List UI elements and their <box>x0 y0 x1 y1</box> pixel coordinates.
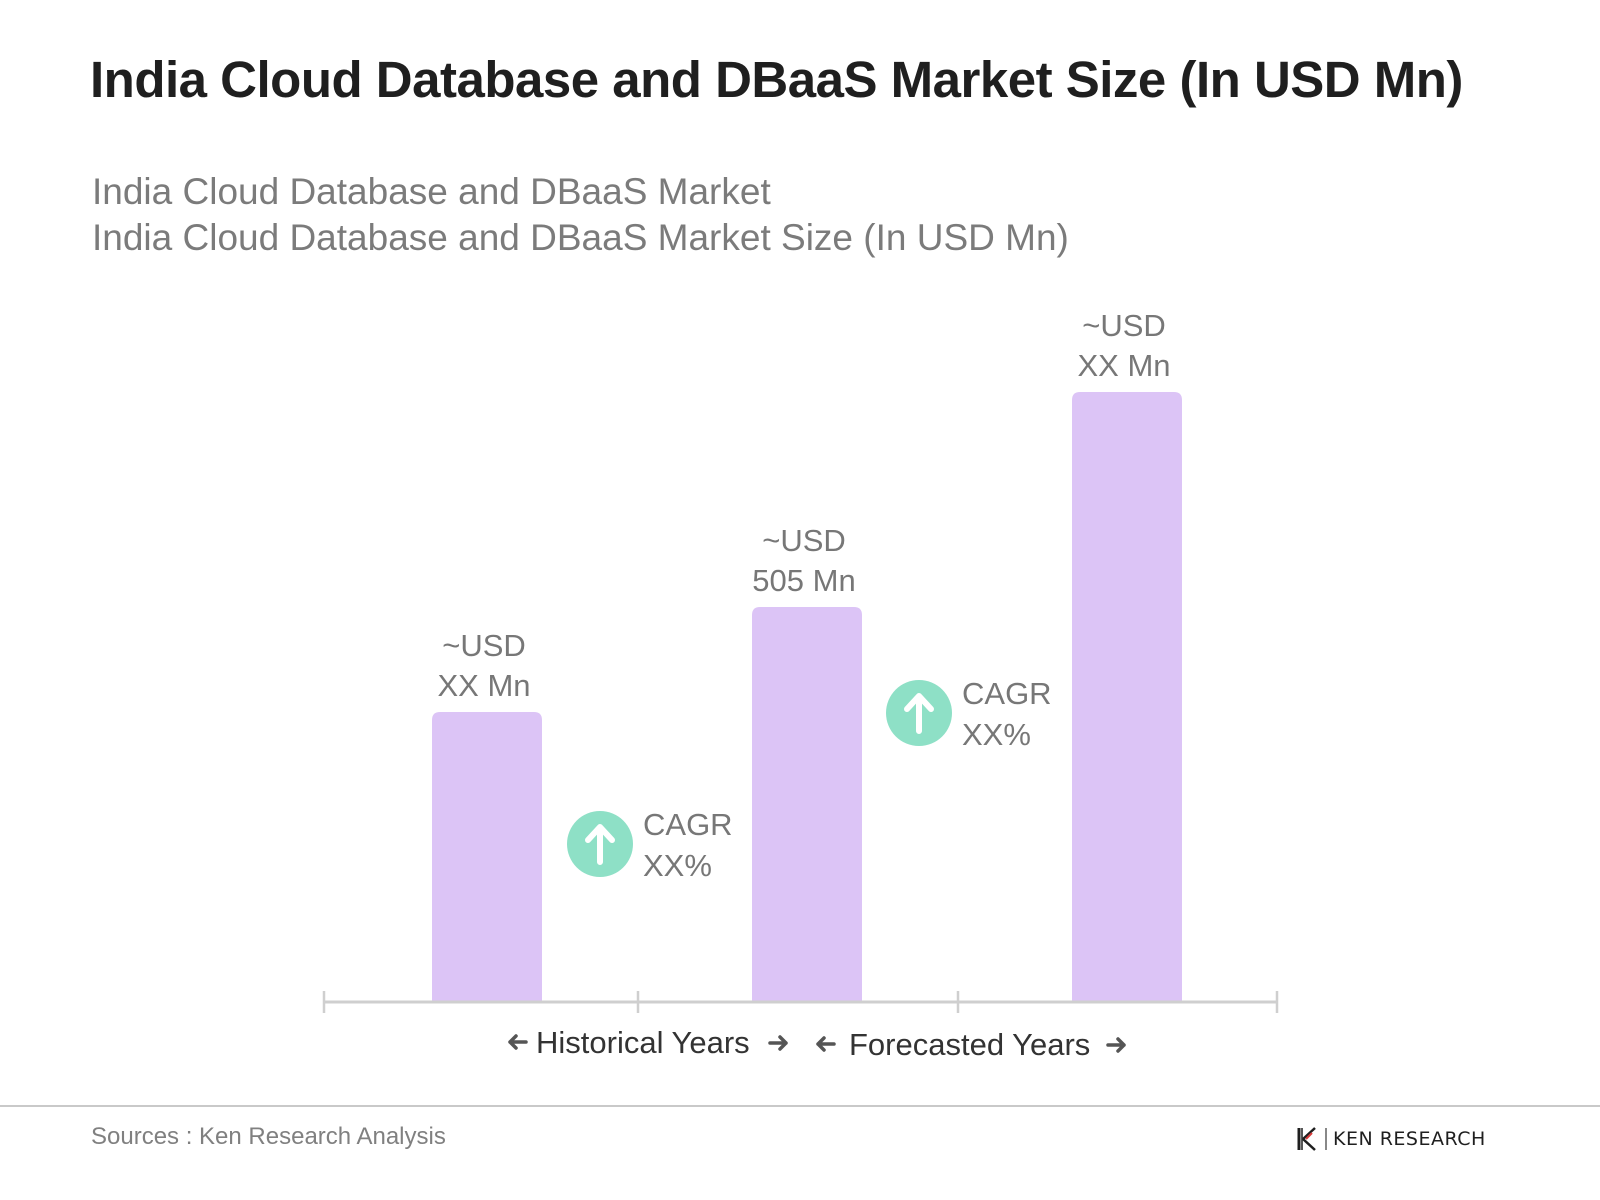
cagr-1-up-arrow-icon <box>585 824 615 865</box>
bar-1-label-line-1: ~USD <box>442 628 526 663</box>
footer-divider <box>0 1105 1600 1107</box>
cagr-2-up-arrow-icon <box>904 693 934 734</box>
bar-2-label-line-2: 505 Mn <box>752 563 855 598</box>
historical-years-label: Historical Years <box>536 1025 750 1060</box>
cagr-1-label: CAGR <box>643 807 733 842</box>
forecasted-right-arrow-icon <box>1106 1037 1126 1053</box>
bar-chart: ~USD XX Mn ~USD 505 Mn ~USD XX Mn CAGR XX% CAGR X… <box>322 308 1279 1062</box>
ken-research-logo-icon <box>1297 1127 1316 1151</box>
forecasted-years-label: Forecasted Years <box>849 1027 1090 1062</box>
cagr-1-value: XX% <box>643 848 712 883</box>
bar-2 <box>752 607 862 1002</box>
bar-3 <box>1072 392 1182 1002</box>
brand-separator <box>1325 1128 1327 1150</box>
bar-1-label-line-2: XX Mn <box>437 668 530 703</box>
chart-subtitle-line-1: India Cloud Database and DBaaS Market <box>92 171 771 212</box>
chart-subtitle-line-2: India Cloud Database and DBaaS Market Si… <box>92 217 1069 258</box>
bar-3-label-line-1: ~USD <box>1082 308 1166 343</box>
bar-3-label-line-2: XX Mn <box>1077 348 1170 383</box>
cagr-2-label: CAGR <box>962 676 1052 711</box>
forecasted-left-arrow-icon <box>816 1036 836 1052</box>
brand-name: KEN RESEARCH <box>1333 1128 1486 1150</box>
bar-2-label-line-1: ~USD <box>762 523 846 558</box>
chart-title: India Cloud Database and DBaaS Market Si… <box>90 51 1463 108</box>
source-note: Sources : Ken Research Analysis <box>91 1123 446 1150</box>
bar-1 <box>432 712 542 1002</box>
cagr-2-value: XX% <box>962 717 1031 752</box>
brand-logo: KEN RESEARCH <box>1297 1126 1486 1152</box>
historical-right-arrow-icon <box>768 1035 788 1051</box>
historical-left-arrow-icon <box>508 1034 528 1050</box>
